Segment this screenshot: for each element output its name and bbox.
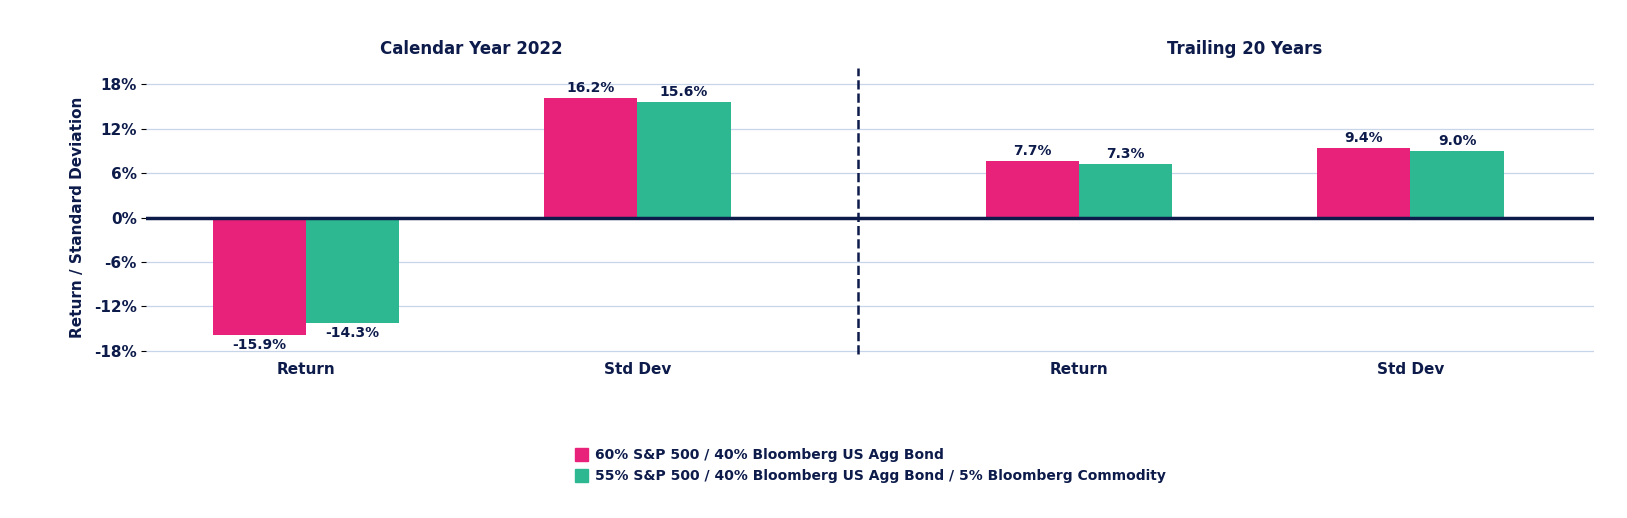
Text: Return: Return — [277, 362, 335, 377]
Legend: 60% S&P 500 / 40% Bloomberg US Agg Bond, 55% S&P 500 / 40% Bloomberg US Agg Bond: 60% S&P 500 / 40% Bloomberg US Agg Bond,… — [574, 448, 1167, 483]
Text: 15.6%: 15.6% — [659, 85, 708, 99]
Bar — [1318, 148, 1411, 218]
Text: Std Dev: Std Dev — [1376, 362, 1445, 377]
Text: -14.3%: -14.3% — [325, 326, 379, 340]
Text: -15.9%: -15.9% — [233, 338, 286, 352]
Bar — [1411, 151, 1503, 218]
Text: 16.2%: 16.2% — [566, 81, 615, 95]
Text: Trailing 20 Years: Trailing 20 Years — [1167, 40, 1323, 59]
Text: 7.7%: 7.7% — [1014, 143, 1051, 157]
Bar — [986, 161, 1079, 218]
Bar — [213, 218, 306, 335]
Bar — [638, 102, 731, 218]
Bar — [306, 218, 399, 323]
Text: 9.0%: 9.0% — [1438, 134, 1476, 148]
Y-axis label: Return / Standard Deviation: Return / Standard Deviation — [70, 97, 86, 338]
Text: 7.3%: 7.3% — [1106, 147, 1145, 161]
Bar — [1079, 164, 1173, 218]
Text: Return: Return — [1049, 362, 1108, 377]
Text: 9.4%: 9.4% — [1344, 131, 1383, 145]
Text: Calendar Year 2022: Calendar Year 2022 — [381, 40, 563, 59]
Text: Std Dev: Std Dev — [604, 362, 670, 377]
Bar — [543, 98, 638, 218]
